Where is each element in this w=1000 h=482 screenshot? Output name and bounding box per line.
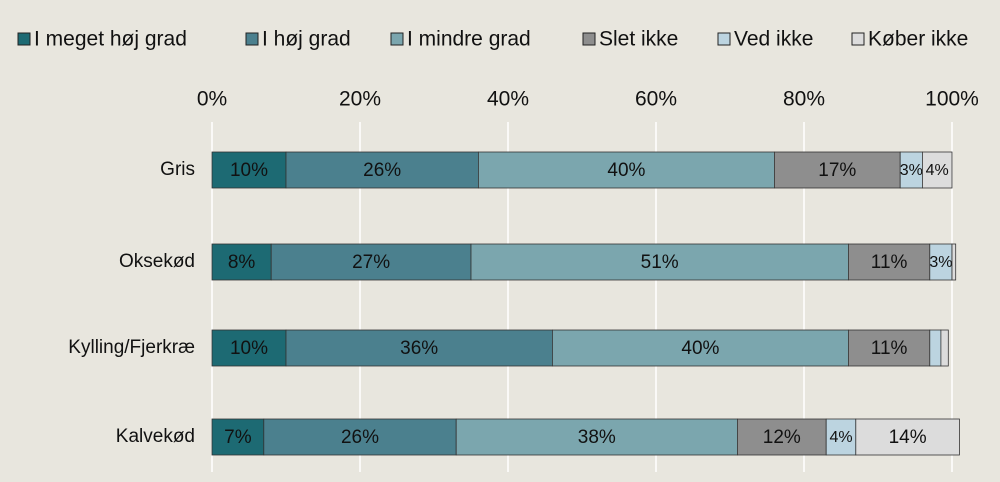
data-label: 26% — [363, 160, 401, 181]
bar-segment — [922, 151, 953, 189]
legend-swatch — [582, 32, 596, 46]
x-tick-label: 80% — [783, 88, 825, 111]
x-tick-label: 40% — [487, 88, 529, 111]
x-tick-label: 20% — [339, 88, 381, 111]
bar-segment — [211, 418, 265, 456]
bar-segment — [737, 418, 827, 456]
data-label: 7% — [224, 427, 252, 448]
legend-swatch — [17, 32, 31, 46]
bar-segment — [848, 329, 931, 367]
legend-label: Slet ikke — [599, 28, 678, 51]
bar-segment — [470, 243, 849, 281]
category-label: Oksekød — [119, 251, 195, 272]
x-tick-label: 0% — [197, 88, 227, 111]
legend-label: Ved ikke — [734, 28, 813, 51]
data-label: 12% — [763, 427, 801, 448]
legend-label: Køber ikke — [868, 28, 968, 51]
bar-segment — [825, 418, 857, 456]
bar-segment — [774, 151, 901, 189]
data-label: 17% — [818, 160, 856, 181]
category-label: Gris — [160, 159, 195, 180]
category-label: Kalvekød — [116, 426, 195, 447]
category-label: Kylling/Fjerkræ — [68, 337, 195, 358]
data-label: 10% — [230, 160, 268, 181]
data-label: 27% — [352, 252, 390, 273]
legend-swatch — [851, 32, 865, 46]
data-label: 4% — [926, 162, 949, 179]
bar-segment — [855, 418, 960, 456]
bar-segment — [848, 243, 931, 281]
x-tick-label: 100% — [925, 88, 979, 111]
bar-segment — [552, 329, 849, 367]
data-label: 51% — [641, 252, 679, 273]
legend-swatch — [245, 32, 259, 46]
data-label: 11% — [871, 338, 908, 359]
data-label: 11% — [871, 252, 908, 273]
bar-segment — [455, 418, 738, 456]
data-label: 38% — [578, 427, 616, 448]
bar-segment — [285, 329, 553, 367]
legend-label: I høj grad — [262, 28, 351, 51]
legend-swatch — [717, 32, 731, 46]
data-label: 40% — [607, 160, 645, 181]
data-label: 4% — [829, 429, 852, 446]
bar-segment — [263, 418, 457, 456]
data-label: 3% — [900, 162, 923, 179]
bar-segment — [211, 329, 287, 367]
data-label: 36% — [400, 338, 438, 359]
data-label: 10% — [230, 338, 268, 359]
bar-segment — [929, 329, 942, 367]
data-label: 3% — [929, 254, 952, 271]
bar-segment — [270, 243, 472, 281]
bar-segment — [211, 243, 272, 281]
legend-swatch — [390, 32, 404, 46]
data-label: 14% — [889, 427, 927, 448]
bar-segment — [940, 329, 949, 367]
legend-label: I meget høj grad — [34, 28, 187, 51]
data-label: 8% — [228, 252, 256, 273]
bar-segment — [211, 151, 287, 189]
x-tick-label: 60% — [635, 88, 677, 111]
data-label: 26% — [341, 427, 379, 448]
bar-segment — [951, 243, 957, 281]
legend-label: I mindre grad — [407, 28, 531, 51]
data-label: 40% — [681, 338, 719, 359]
